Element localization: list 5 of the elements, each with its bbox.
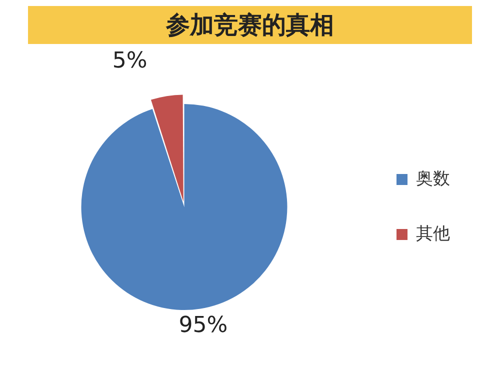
chart-title: 参加竞赛的真相 [164,10,335,41]
legend-label: 奥数 [416,169,450,188]
data-label: 95% [178,313,228,338]
data-label: 5% [112,48,148,74]
legend-label: 其他 [416,224,450,244]
